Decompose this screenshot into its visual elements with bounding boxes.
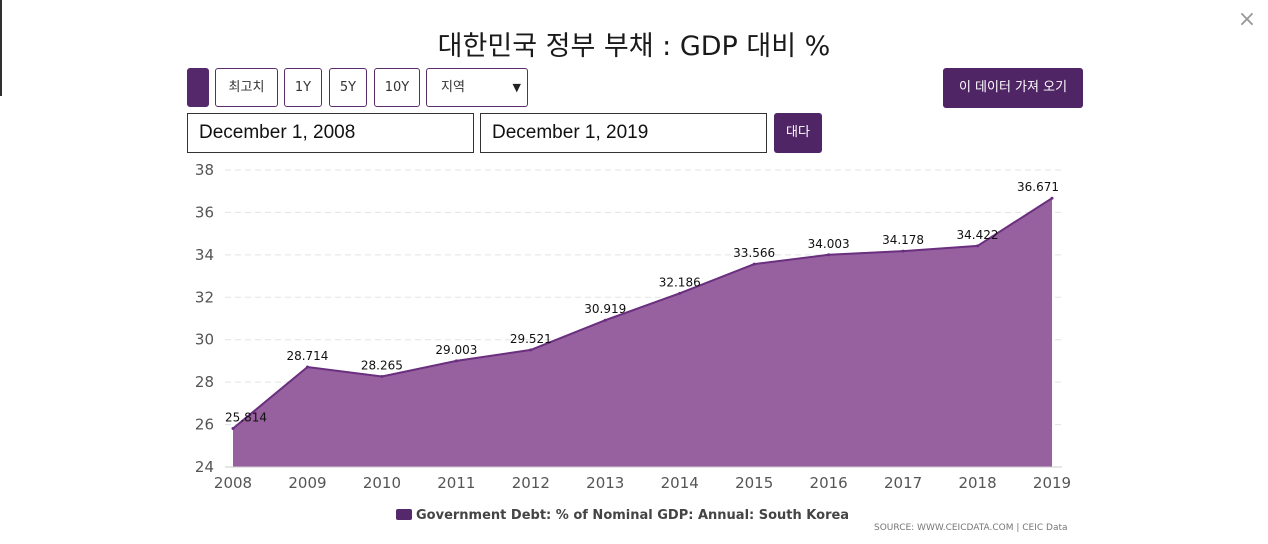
x-tick-label: 2011 [437, 474, 475, 492]
chart-area: 25.814 28.714 28.265 29.003 29.521 30.919 32.1… [195, 161, 1071, 523]
x-tick-label: 2016 [810, 474, 848, 492]
x-tick-label: 2014 [661, 474, 699, 492]
data-point[interactable] [678, 291, 682, 295]
data-point[interactable] [380, 375, 384, 379]
data-point[interactable] [827, 253, 831, 257]
x-tick-label: 2012 [512, 474, 550, 492]
region-select[interactable]: 지역 ▼ [426, 68, 528, 107]
y-tick-label: 26 [195, 416, 214, 434]
x-tick-label: 2018 [958, 474, 996, 492]
window-edge [0, 0, 2, 96]
data-label: 36.671 [1017, 180, 1059, 194]
data-label: 30.919 [584, 302, 626, 316]
series-area [233, 198, 1052, 467]
end-date-input[interactable]: December 1, 2019 [480, 113, 767, 153]
data-point[interactable] [603, 318, 607, 322]
region-select-label: 지역 [441, 80, 465, 95]
range-1y-button[interactable]: 1Y [284, 68, 322, 107]
page-title: 대한민국 정부 부채 : GDP 대비 % [437, 31, 831, 62]
y-tick-label: 36 [195, 203, 214, 221]
chevron-down-icon: ▼ [512, 81, 521, 94]
highest-button[interactable]: 최고치 [215, 68, 278, 107]
data-label: 28.714 [286, 349, 328, 363]
series-line [232, 197, 1053, 430]
data-label: 33.566 [733, 246, 775, 260]
data-point[interactable] [305, 365, 309, 369]
data-label: 32.186 [659, 275, 701, 289]
y-tick-label: 38 [195, 161, 214, 179]
data-label: 28.265 [361, 359, 403, 373]
y-tick-label: 30 [195, 331, 214, 349]
legend-swatch[interactable] [396, 509, 412, 520]
data-point[interactable] [976, 244, 980, 248]
data-label: 34.178 [882, 233, 924, 247]
x-tick-label: 2015 [735, 474, 773, 492]
legend-label[interactable]: Government Debt: % of Nominal GDP: Annua… [416, 508, 849, 523]
x-tick-label: 2008 [214, 474, 252, 492]
x-tick-label: 2013 [586, 474, 624, 492]
close-icon[interactable]: × [1237, 7, 1257, 32]
data-label: 34.003 [808, 237, 850, 251]
range-5y-button[interactable]: 5Y [329, 68, 367, 107]
y-tick-label: 34 [195, 246, 214, 264]
y-tick-label: 24 [195, 458, 214, 476]
source-credit: SOURCE: WWW.CEICDATA.COM | CEIC Data [874, 523, 1068, 533]
data-point[interactable] [454, 359, 458, 363]
data-point[interactable] [231, 427, 235, 431]
x-tick-label: 2019 [1033, 474, 1071, 492]
data-point[interactable] [901, 249, 905, 253]
x-tick-label: 2009 [288, 474, 326, 492]
range-all-button[interactable] [187, 68, 209, 107]
data-label: 29.003 [435, 343, 477, 357]
import-data-button[interactable]: 이 데이터 가져 오기 [943, 68, 1083, 108]
apply-range-button[interactable]: 대다 [774, 113, 822, 153]
y-tick-label: 32 [195, 288, 214, 306]
range-10y-button[interactable]: 10Y [374, 68, 420, 107]
x-tick-label: 2010 [363, 474, 401, 492]
x-tick-label: 2017 [884, 474, 922, 492]
data-point[interactable] [752, 262, 756, 266]
data-point[interactable] [529, 348, 533, 352]
data-label: 25.814 [225, 411, 267, 425]
data-point[interactable] [1050, 196, 1054, 200]
data-label: 34.422 [957, 228, 999, 242]
data-label: 29.521 [510, 332, 552, 346]
y-tick-label: 28 [195, 373, 214, 391]
start-date-input[interactable]: December 1, 2008 [187, 113, 474, 153]
